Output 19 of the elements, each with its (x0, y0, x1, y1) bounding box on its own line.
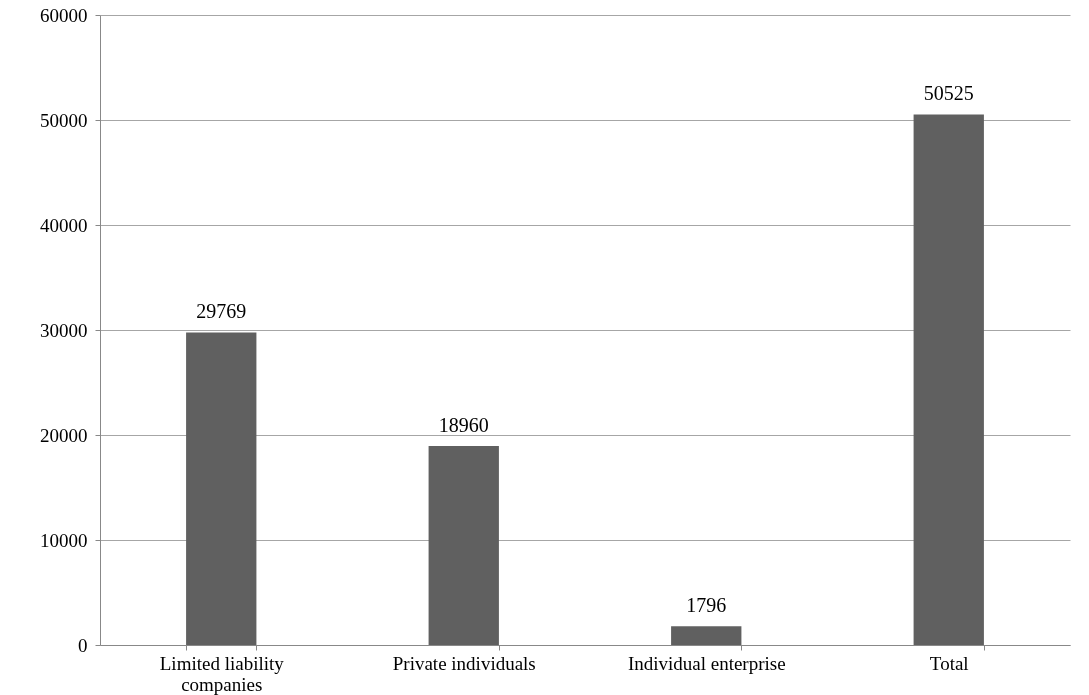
y-tick-label: 40000 (40, 214, 88, 236)
y-tick-label: 0 (78, 634, 88, 656)
bar (428, 445, 499, 645)
y-tick-label: 50000 (40, 109, 88, 131)
bar (186, 332, 257, 645)
data-label: 1796 (686, 594, 727, 617)
y-tick-label: 30000 (40, 319, 88, 341)
y-tick-label: 10000 (40, 529, 88, 551)
data-label: 29769 (196, 300, 247, 323)
x-tick-label: Limited liability companies (159, 652, 285, 695)
y-tick-label: 60000 (40, 4, 88, 26)
bar (913, 114, 984, 645)
x-tick-label: Private individuals (392, 652, 536, 674)
data-label: 18960 (438, 413, 489, 436)
data-label: 50525 (923, 82, 974, 105)
y-tick-label: 20000 (40, 424, 88, 446)
bar (671, 626, 742, 645)
x-tick-label: Total (929, 652, 969, 674)
x-tick-label: Individual enterprise (627, 652, 786, 674)
